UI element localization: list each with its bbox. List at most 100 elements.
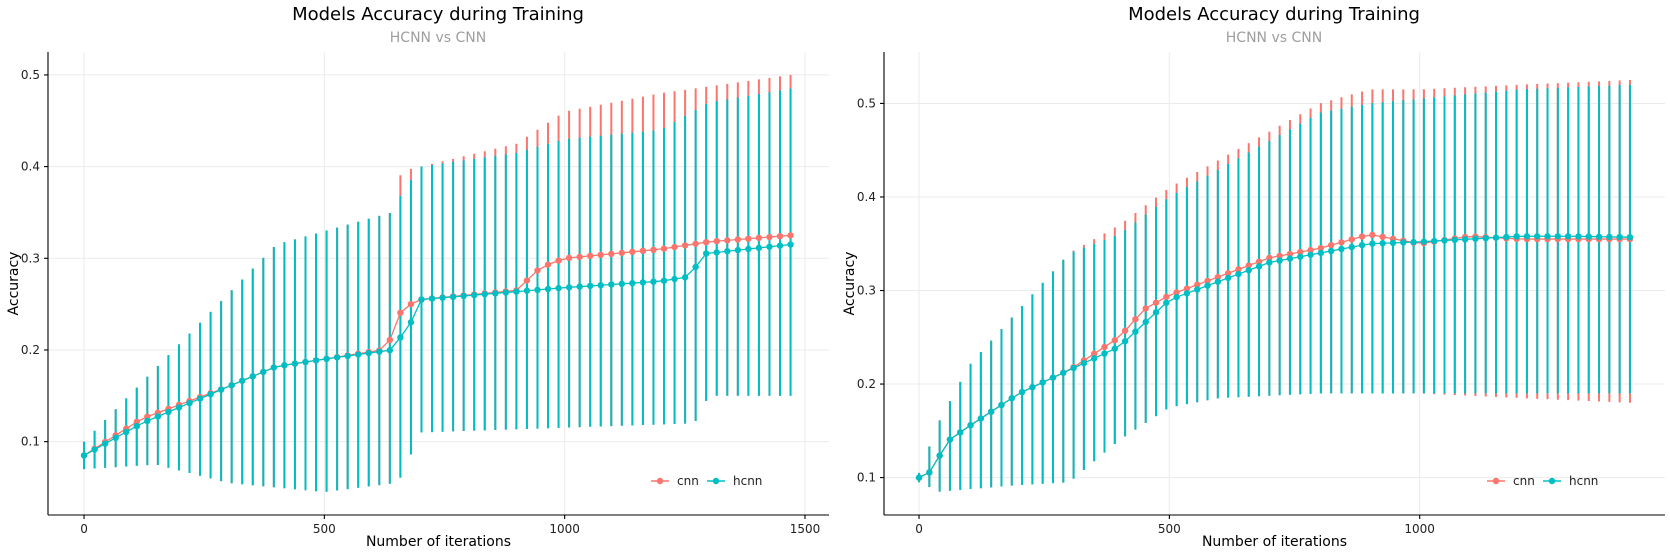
data-point [1163, 293, 1170, 301]
x-tick-label: 500 [313, 522, 336, 536]
data-point [766, 233, 773, 241]
data-point [618, 280, 626, 288]
data-point [1152, 299, 1160, 306]
data-point [1049, 374, 1057, 381]
data-point [1317, 249, 1325, 257]
data-point [1358, 233, 1366, 240]
data-point [449, 293, 457, 301]
data-point [239, 377, 246, 384]
data-point [492, 290, 499, 297]
data-point [650, 278, 657, 285]
data-point [671, 275, 678, 283]
legend-key-point [656, 477, 664, 485]
chart-panel-1: Models Accuracy during Training HCNN vs C… [6, 4, 829, 550]
data-point [1482, 234, 1489, 242]
data-point [1111, 345, 1119, 352]
data-point [1214, 273, 1222, 281]
data-point [1626, 234, 1634, 241]
data-point [692, 263, 699, 271]
data-point [428, 295, 436, 302]
data-point [1183, 290, 1191, 297]
data-point [1286, 255, 1294, 262]
y-axis-label: Accuracy [842, 252, 858, 316]
data-point [586, 282, 594, 290]
data-point [1369, 240, 1376, 247]
data-point [681, 242, 689, 249]
data-point [915, 474, 923, 481]
data-point [766, 243, 773, 250]
data-point [175, 404, 183, 411]
data-point [144, 417, 151, 425]
y-axis-label: Accuracy [6, 252, 22, 316]
data-point [1101, 350, 1108, 357]
data-point [1410, 238, 1417, 246]
data-point [1266, 254, 1273, 262]
legend: cnn hcnn [1487, 474, 1598, 488]
data-point [671, 243, 678, 251]
data-point [1358, 241, 1366, 249]
data-point [998, 401, 1005, 409]
data-point [1101, 343, 1108, 351]
data-point [1204, 282, 1211, 289]
series-hcnn [83, 88, 792, 492]
data-point [724, 248, 731, 255]
data-point [1379, 240, 1386, 247]
data-point [1152, 309, 1160, 316]
data-point [702, 238, 710, 246]
data-point [1461, 236, 1469, 243]
legend-label-cnn: cnn [677, 474, 699, 488]
data-point [1564, 233, 1572, 240]
data-point [207, 390, 214, 398]
data-point [397, 309, 404, 317]
data-point [1338, 245, 1345, 253]
data-point [186, 399, 193, 407]
data-point [1080, 359, 1088, 367]
data-point [386, 347, 394, 354]
data-point [608, 281, 615, 288]
data-point [977, 415, 985, 422]
data-point [1585, 233, 1592, 240]
series-line-cnn [915, 231, 1634, 481]
data-point [523, 277, 531, 284]
data-point [544, 285, 552, 293]
x-axis-label: Number of iterations [366, 534, 511, 550]
data-point [376, 348, 383, 355]
data-point [1235, 266, 1242, 273]
data-point [249, 373, 256, 380]
data-point [1235, 270, 1242, 278]
data-point [1297, 253, 1304, 260]
data-point [1472, 235, 1479, 242]
data-point [660, 277, 668, 284]
data-point [660, 245, 668, 252]
data-point [460, 292, 467, 300]
data-point [1121, 338, 1129, 345]
data-point [312, 357, 320, 364]
data-point [534, 286, 541, 294]
data-point [101, 440, 109, 447]
series-line [918, 235, 1630, 479]
data-point [629, 248, 636, 256]
x-axis-label: Number of iterations [1202, 534, 1347, 550]
data-point [386, 336, 394, 344]
x-tick-label: 1500 [790, 522, 821, 536]
data-point [1400, 239, 1407, 246]
data-point [755, 234, 763, 242]
x-tick-label: 0 [80, 522, 88, 536]
data-point [967, 421, 974, 429]
data-point [1348, 236, 1355, 243]
data-point [713, 249, 720, 256]
data-point [1575, 233, 1582, 240]
y-tick-label: 0.5 [857, 96, 876, 110]
data-point [1544, 233, 1551, 240]
chart-title: Models Accuracy during Training [292, 4, 584, 25]
data-point [228, 381, 235, 389]
data-point [787, 241, 794, 248]
data-point [544, 261, 552, 268]
data-point [196, 395, 204, 402]
x-tick-label: 1000 [1404, 522, 1435, 536]
data-point [133, 422, 140, 430]
data-point [1451, 236, 1459, 244]
data-point [565, 284, 573, 291]
data-point [1194, 286, 1201, 293]
data-point [1513, 233, 1520, 240]
